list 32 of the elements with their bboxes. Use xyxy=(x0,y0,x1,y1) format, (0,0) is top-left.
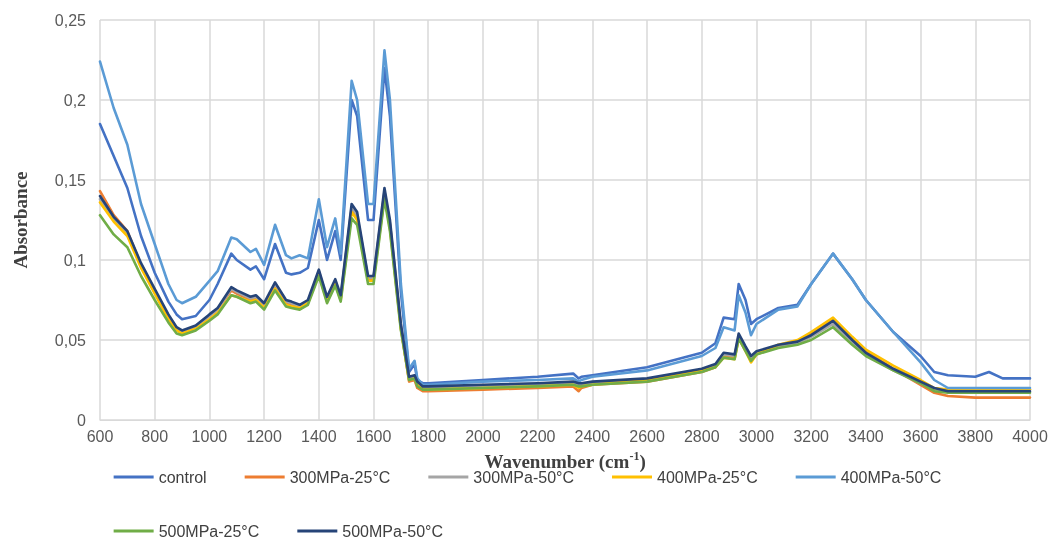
legend-label: 400MPa-25°C xyxy=(657,468,758,486)
legend-label: 500MPa-50°C xyxy=(342,522,443,540)
legend-label: 400MPa-50°C xyxy=(840,468,942,486)
y-tick-label: 0,2 xyxy=(63,91,87,109)
x-tick-label: 3000 xyxy=(738,427,775,445)
y-tick-label: 0,05 xyxy=(54,331,87,349)
x-tick-label: 4000 xyxy=(1012,427,1048,445)
x-tick-label: 2000 xyxy=(465,427,501,445)
x-tick-label: 1400 xyxy=(301,427,337,445)
y-tick-label: 0,15 xyxy=(54,171,87,189)
x-tick-label: 800 xyxy=(141,427,169,445)
x-tick-label: 3200 xyxy=(793,427,830,445)
legend-label: control xyxy=(158,468,207,486)
x-tick-label: 2800 xyxy=(683,427,720,445)
x-tick-label: 2200 xyxy=(519,427,556,445)
y-axis-title: Absorbance xyxy=(10,171,31,269)
x-tick-label: 600 xyxy=(86,427,114,445)
x-tick-label: 1600 xyxy=(355,427,392,445)
legend-label: 300MPa-50°C xyxy=(473,468,575,486)
x-tick-label: 3800 xyxy=(957,427,994,445)
y-tick-label: 0,1 xyxy=(63,251,87,269)
x-tick-label: 3600 xyxy=(902,427,939,445)
x-tick-label: 1200 xyxy=(246,427,283,445)
x-tick-label: 2600 xyxy=(629,427,665,445)
x-tick-label: 3400 xyxy=(848,427,884,445)
y-tick-label: 0,25 xyxy=(54,11,87,29)
x-tick-label: 1800 xyxy=(410,427,447,445)
legend-label: 300MPa-25°C xyxy=(289,468,391,486)
x-tick-label: 2400 xyxy=(574,427,611,445)
x-tick-label: 1000 xyxy=(191,427,228,445)
legend-label: 500MPa-25°C xyxy=(158,522,260,540)
y-tick-label: 0 xyxy=(77,411,87,429)
